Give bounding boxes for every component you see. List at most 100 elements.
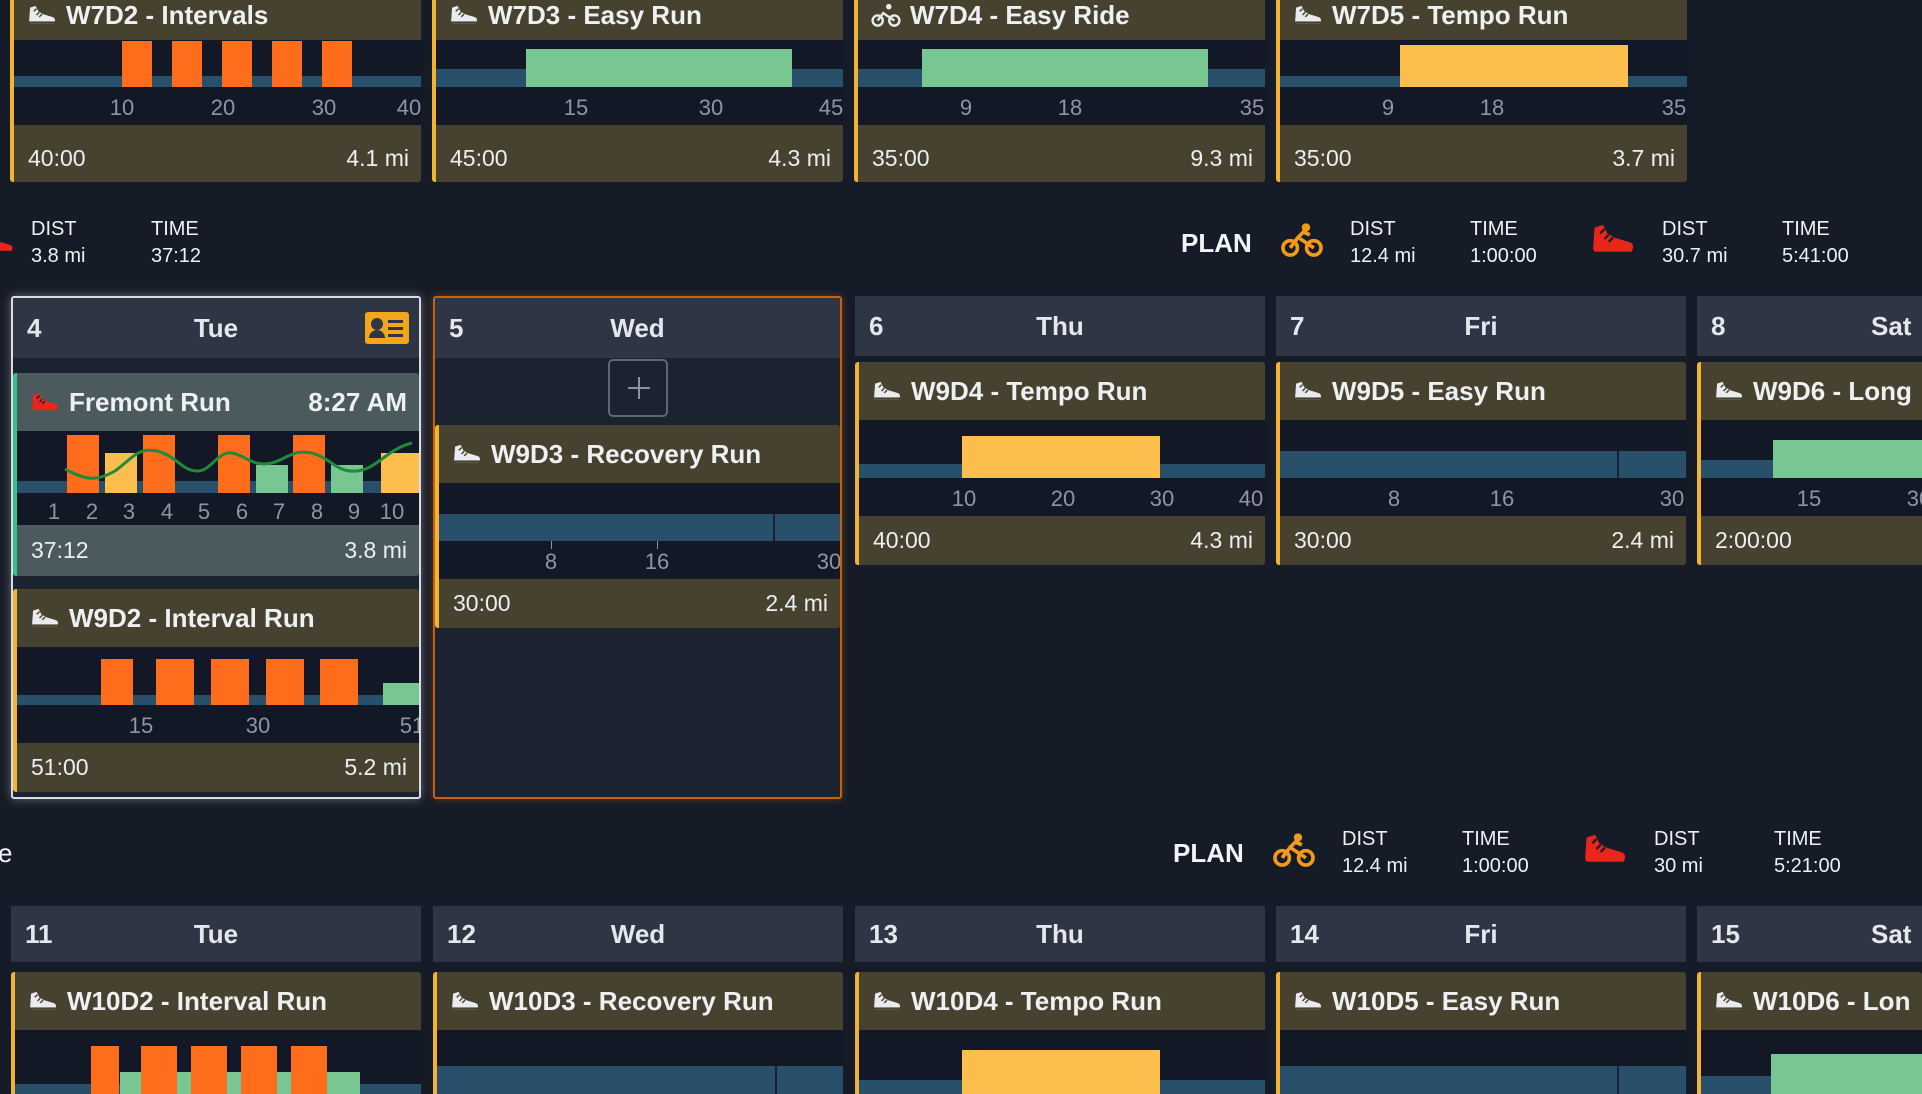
lap-number: 5: [197, 499, 211, 524]
tick-label: 30: [1906, 486, 1922, 511]
add-workout-button[interactable]: [608, 359, 668, 417]
tick-label: 35: [1661, 95, 1687, 120]
run-shoe-icon: [444, 4, 484, 26]
lap-number: 2: [85, 499, 99, 524]
day-name: Sat: [1871, 918, 1912, 949]
workout-card-w7d5[interactable]: W7D5 - Tempo Run 9 18 35 35:00 3.7 mi: [1276, 0, 1687, 182]
dist-value: 3.8 mi: [31, 245, 86, 267]
day-number: 6: [869, 310, 884, 341]
card-title: W9D6 - Long: [1701, 362, 1922, 420]
run-shoe-icon: [1288, 4, 1328, 26]
time-value: 37:12: [151, 245, 202, 267]
duration: 35:00: [1294, 145, 1352, 171]
card-title: W10D4 - Tempo Run: [859, 972, 1265, 1030]
card-title: W9D2 - Interval Run: [17, 589, 419, 647]
workout-card-w9d4[interactable]: W9D4 - Tempo Run 10 20 30 40 40:00 4.3 m…: [855, 362, 1265, 565]
workout-card-w10d3[interactable]: W10D3 - Recovery Run: [433, 972, 843, 1094]
run-shoe-icon: [1709, 990, 1749, 1012]
workout-card-w10d6[interactable]: W10D6 - Lon: [1697, 972, 1922, 1094]
workout-card-w9d6[interactable]: W9D6 - Long 15 30 2:00:00: [1697, 362, 1922, 565]
workout-card-w7d3[interactable]: W7D3 - Easy Run 15 30 45 45:00 4.3 mi: [432, 0, 843, 182]
time-value: 1:00:00: [1462, 855, 1529, 877]
card-title: W10D5 - Easy Run: [1280, 972, 1686, 1030]
tick-label: 18: [1057, 95, 1083, 120]
lap-number: 1: [47, 499, 61, 524]
workout-card-w7d2[interactable]: W7D2 - Intervals 10 20 30 40 40:00 4.1 m…: [10, 0, 421, 182]
card-footer: 30:00 2.4 mi: [439, 579, 840, 628]
plan-label: PLAN: [1181, 228, 1252, 258]
workout-card-w10d4[interactable]: W10D4 - Tempo Run: [855, 972, 1265, 1094]
tick-label: 16: [1489, 486, 1515, 511]
distance: 2.4 mi: [1611, 527, 1674, 553]
distance: 9.3 mi: [1190, 145, 1253, 171]
card-footer: 40:00 4.1 mi: [14, 135, 421, 182]
lap-number: 4: [160, 499, 174, 524]
activity-card-fremont-run[interactable]: Fremont Run 8:27 AM 1 2 3 4 5 6 7 8 9 10…: [13, 373, 419, 576]
plan-label: PLAN: [1173, 838, 1244, 868]
tick-label: 45: [818, 95, 843, 120]
tick-label: 8: [544, 549, 558, 574]
distance: 4.3 mi: [768, 145, 831, 171]
card-title: W7D5 - Tempo Run: [1280, 0, 1687, 40]
tick-label: 10: [951, 486, 977, 511]
time-label: TIME: [1462, 828, 1510, 850]
workout-card-w9d2[interactable]: W9D2 - Interval Run 15 30 51 51:00 5.2 m…: [13, 589, 419, 792]
workout-chart: 9 18 35: [858, 40, 1265, 125]
run-shoe-icon: [1288, 990, 1328, 1012]
tick-label: 30: [698, 95, 724, 120]
distance: 3.8 mi: [344, 537, 407, 563]
tick-label: 15: [1796, 486, 1822, 511]
card-title: W7D2 - Intervals: [14, 0, 421, 40]
dist-label: DIST: [1662, 218, 1708, 240]
start-time: 8:27 AM: [308, 386, 407, 417]
workout-card-w7d4[interactable]: W7D4 - Easy Ride 9 18 35 35:00 9.3 mi: [854, 0, 1265, 182]
week-summary-row: DIST 3.8 mi TIME 37:12 PLAN DIST 12.4 mi…: [0, 210, 1922, 280]
card-title: W7D3 - Easy Run: [436, 0, 843, 40]
workout-chart: [15, 1030, 421, 1094]
tick-label: 51: [399, 713, 419, 738]
time-label: TIME: [1774, 828, 1822, 850]
workout-chart: 9 18 35: [1280, 40, 1687, 125]
day-name: Wed: [610, 312, 665, 343]
run-shoe-icon: [25, 391, 65, 413]
workout-card-w9d3[interactable]: W9D3 - Recovery Run 8 16 30 30:00 2.4 mi: [435, 425, 840, 628]
workout-chart: 8 16 30: [1280, 420, 1686, 516]
workout-chart: 10 20 30 40: [14, 40, 421, 125]
duration: 37:12: [31, 537, 89, 563]
day-name: Sat: [1871, 310, 1912, 341]
time-label: TIME: [1470, 218, 1518, 240]
tick-label: 30: [245, 713, 271, 738]
duration: 30:00: [1294, 527, 1352, 553]
tick-label: 10: [109, 95, 135, 120]
day-number: 4: [27, 312, 42, 343]
time-label: TIME: [151, 218, 199, 240]
workout-chart: 10 20 30 40: [859, 420, 1265, 516]
card-footer: 45:00 4.3 mi: [436, 135, 843, 182]
tick-label: 9: [1381, 95, 1395, 120]
tick-label: 40: [1238, 486, 1264, 511]
day-header: 8 Sat: [1697, 296, 1922, 356]
run-shoe-icon: [867, 990, 907, 1012]
time-label: TIME: [1782, 218, 1830, 240]
dist-label: DIST: [1342, 828, 1388, 850]
lap-chart: 1 2 3 4 5 6 7 8 9 10: [17, 431, 419, 525]
workout-card-w9d5[interactable]: W9D5 - Easy Run 8 16 30 30:00 2.4 mi: [1276, 362, 1686, 565]
workout-chart: [859, 1030, 1265, 1094]
workout-chart: 8 16 30: [439, 483, 840, 579]
card-footer: 51:00 5.2 mi: [17, 743, 419, 792]
tick-label: 35: [1239, 95, 1265, 120]
card-footer: 2:00:00: [1701, 516, 1922, 565]
distance: 2.4 mi: [765, 590, 828, 616]
day-header: 7 Fri: [1276, 296, 1686, 356]
lap-number: 3: [122, 499, 136, 524]
workout-card-w10d5[interactable]: W10D5 - Easy Run: [1276, 972, 1686, 1094]
contact-card-icon[interactable]: [365, 312, 409, 344]
day-header: 6 Thu: [855, 296, 1265, 356]
workout-card-w10d2[interactable]: W10D2 - Interval Run: [11, 972, 421, 1094]
day-header: 4 Tue: [13, 298, 419, 358]
run-shoe-icon: [25, 607, 65, 629]
day-number: 15: [1711, 918, 1740, 949]
tick-label: 30: [816, 549, 840, 574]
lap-number: 9: [347, 499, 361, 524]
day-name: Fri: [1464, 310, 1498, 341]
